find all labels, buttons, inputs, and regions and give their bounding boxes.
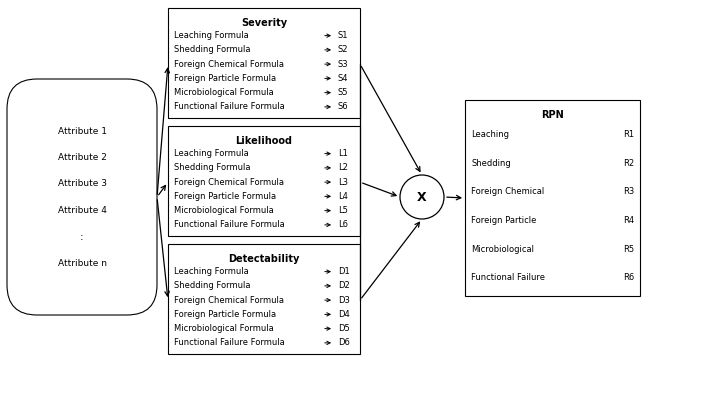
- Text: Foreign Chemical: Foreign Chemical: [471, 188, 544, 197]
- Text: R5: R5: [623, 245, 634, 254]
- Text: S3: S3: [338, 59, 349, 69]
- Text: R2: R2: [623, 159, 634, 168]
- Text: D1: D1: [338, 267, 350, 276]
- Text: D4: D4: [338, 310, 350, 319]
- Text: Microbiological Formula: Microbiological Formula: [174, 206, 273, 215]
- Text: Leaching: Leaching: [471, 130, 509, 139]
- Text: L6: L6: [338, 220, 348, 229]
- Text: D6: D6: [338, 338, 350, 348]
- Text: R4: R4: [623, 216, 634, 225]
- Text: Shedding Formula: Shedding Formula: [174, 281, 250, 290]
- Text: L5: L5: [338, 206, 348, 215]
- Text: Functional Failure: Functional Failure: [471, 273, 545, 282]
- Text: X: X: [417, 191, 427, 203]
- Text: Functional Failure Formula: Functional Failure Formula: [174, 338, 285, 348]
- Text: R1: R1: [623, 130, 634, 139]
- Text: Foreign Chemical Formula: Foreign Chemical Formula: [174, 296, 284, 305]
- Text: S6: S6: [338, 102, 349, 112]
- Bar: [168, 126, 360, 236]
- Text: S5: S5: [338, 88, 349, 97]
- Text: S4: S4: [338, 74, 349, 83]
- Text: Detectability: Detectability: [228, 254, 299, 264]
- Text: R3: R3: [623, 188, 634, 197]
- Bar: [465, 100, 640, 296]
- Text: Functional Failure Formula: Functional Failure Formula: [174, 220, 285, 229]
- Text: Foreign Chemical Formula: Foreign Chemical Formula: [174, 59, 284, 69]
- Circle shape: [400, 175, 444, 219]
- Text: D5: D5: [338, 324, 350, 333]
- Text: L3: L3: [338, 178, 348, 187]
- Bar: [168, 244, 360, 354]
- Text: Leaching Formula: Leaching Formula: [174, 149, 249, 158]
- Text: Attribute 2: Attribute 2: [58, 153, 106, 162]
- Text: :: :: [80, 232, 84, 242]
- Text: L4: L4: [338, 192, 348, 201]
- Text: Attribute 1: Attribute 1: [58, 126, 106, 136]
- Text: Shedding Formula: Shedding Formula: [174, 45, 250, 54]
- Text: Microbiological Formula: Microbiological Formula: [174, 88, 273, 97]
- Text: Functional Failure Formula: Functional Failure Formula: [174, 102, 285, 112]
- Text: RPN: RPN: [541, 110, 564, 120]
- Text: R6: R6: [623, 273, 634, 282]
- Text: D3: D3: [338, 296, 350, 305]
- Text: Leaching Formula: Leaching Formula: [174, 267, 249, 276]
- Text: L1: L1: [338, 149, 348, 158]
- Text: Foreign Particle Formula: Foreign Particle Formula: [174, 192, 276, 201]
- Text: Microbiological: Microbiological: [471, 245, 534, 254]
- Text: Foreign Chemical Formula: Foreign Chemical Formula: [174, 178, 284, 187]
- Bar: [168, 8, 360, 118]
- FancyBboxPatch shape: [7, 79, 157, 315]
- Text: Foreign Particle: Foreign Particle: [471, 216, 536, 225]
- Text: S2: S2: [338, 45, 349, 54]
- Text: Shedding Formula: Shedding Formula: [174, 164, 250, 173]
- Text: Shedding: Shedding: [471, 159, 511, 168]
- Text: Leaching Formula: Leaching Formula: [174, 31, 249, 40]
- Text: Attribute n: Attribute n: [58, 258, 106, 268]
- Text: Severity: Severity: [241, 18, 287, 28]
- Text: Attribute 4: Attribute 4: [58, 206, 106, 215]
- Text: D2: D2: [338, 281, 350, 290]
- Text: Foreign Particle Formula: Foreign Particle Formula: [174, 310, 276, 319]
- Text: S1: S1: [338, 31, 349, 40]
- Text: L2: L2: [338, 164, 348, 173]
- Text: Likelihood: Likelihood: [236, 136, 292, 146]
- Text: Foreign Particle Formula: Foreign Particle Formula: [174, 74, 276, 83]
- Text: Microbiological Formula: Microbiological Formula: [174, 324, 273, 333]
- Text: Attribute 3: Attribute 3: [58, 179, 106, 188]
